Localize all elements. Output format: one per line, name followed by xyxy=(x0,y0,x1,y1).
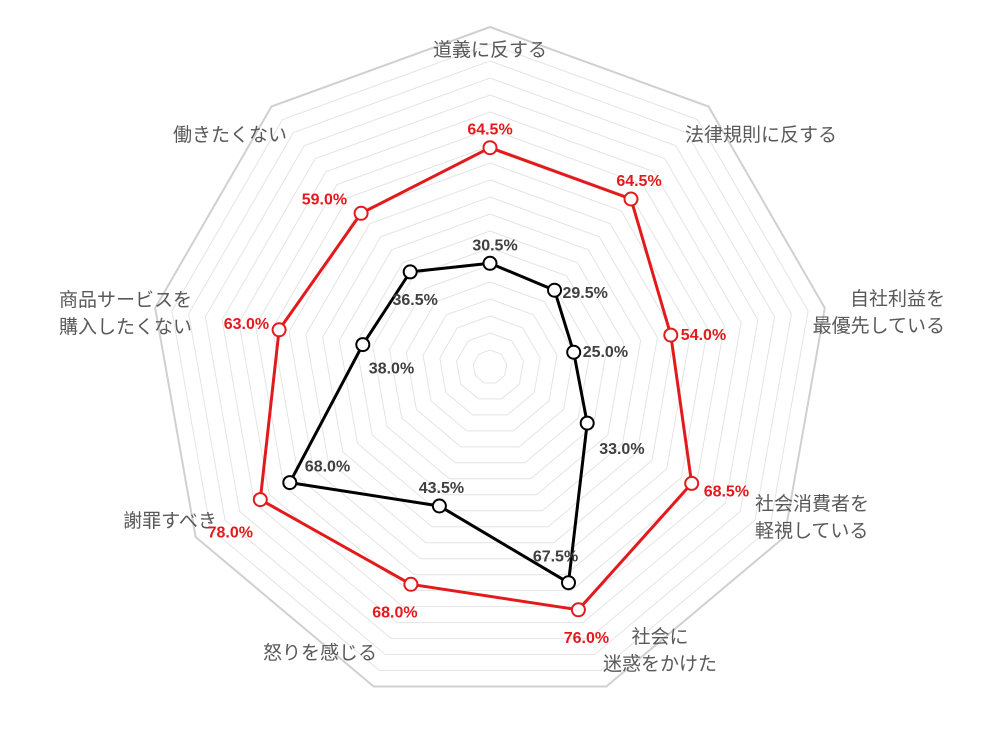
radar-grid xyxy=(154,25,826,688)
axis-label: 自社利益を最優先している xyxy=(813,288,945,337)
axis-label: 道義に反する xyxy=(433,39,547,61)
axis-label: 商品サービスを購入したくない xyxy=(59,289,192,338)
data-point xyxy=(623,191,639,207)
data-label: 30.5% xyxy=(472,237,517,254)
data-point xyxy=(355,337,371,353)
data-label: 33.0% xyxy=(599,441,644,458)
grid-ring xyxy=(439,315,541,416)
grid-ring xyxy=(422,298,558,432)
grid-ring xyxy=(388,264,592,464)
grid-ring xyxy=(238,111,742,608)
grid-ring xyxy=(472,349,508,384)
grid-ring xyxy=(405,281,575,448)
axis-label: 怒りを感じる xyxy=(263,642,377,664)
data-label: 78.0% xyxy=(208,525,253,542)
axis-label: 働きたくない xyxy=(173,124,287,146)
axis-label: 社会消費者を軽視している xyxy=(755,493,869,542)
data-point xyxy=(482,255,498,271)
data-point xyxy=(482,140,498,156)
grid-ring xyxy=(455,332,525,400)
axis-label: 謝罪すべき xyxy=(123,510,217,532)
data-label: 68.5% xyxy=(704,483,749,500)
grid-ring xyxy=(322,196,658,528)
data-point xyxy=(282,475,298,491)
data-point xyxy=(579,415,595,431)
series-layer xyxy=(252,140,700,618)
grid-ring xyxy=(372,247,608,480)
data-point xyxy=(402,264,418,280)
data-label: 64.5% xyxy=(616,173,661,190)
grid-ring xyxy=(305,179,675,544)
data-point xyxy=(566,344,582,360)
data-point xyxy=(431,498,447,514)
data-label: 38.0% xyxy=(369,361,414,378)
grid-ring xyxy=(154,25,826,688)
data-point xyxy=(684,475,700,491)
axis-label: 社会に迷惑をかけた xyxy=(603,626,717,675)
data-point xyxy=(353,205,369,221)
grid-ring xyxy=(188,60,792,655)
axis-label: 法律規則に反する xyxy=(685,124,837,146)
grid-ring xyxy=(255,128,725,592)
data-label: 63.0% xyxy=(224,316,269,333)
grid-ring xyxy=(271,145,709,576)
data-label: 68.0% xyxy=(372,604,417,621)
axis-labels: 道義に反する法律規則に反する自社利益を最優先している社会消費者を軽視している社会… xyxy=(59,39,945,675)
data-point xyxy=(570,602,586,618)
series-line xyxy=(288,261,589,585)
grid-ring xyxy=(204,77,776,640)
data-label: 43.5% xyxy=(419,480,464,497)
grid-ring xyxy=(338,213,642,512)
data-point xyxy=(252,492,268,508)
data-label: 64.5% xyxy=(467,122,512,139)
value-labels: 64.5% 64.5% 54.0% 68.5% 76.0% 68.0% 78.0% 63.0%… xyxy=(208,122,749,647)
data-label: 67.5% xyxy=(533,549,578,566)
data-point xyxy=(403,576,419,592)
data-label: 36.5% xyxy=(393,292,438,309)
grid-ring xyxy=(171,43,809,671)
data-label: 68.0% xyxy=(305,459,350,476)
data-point xyxy=(271,322,287,338)
data-point xyxy=(547,282,562,298)
data-point xyxy=(561,575,576,591)
data-label: 29.5% xyxy=(563,285,608,302)
data-label: 59.0% xyxy=(302,191,347,208)
grid-ring xyxy=(355,230,625,496)
grid-ring xyxy=(221,94,759,624)
data-label: 76.0% xyxy=(564,630,609,647)
data-point xyxy=(663,327,679,343)
series-line xyxy=(258,146,694,612)
data-label: 25.0% xyxy=(583,344,628,361)
grid-ring xyxy=(288,162,692,560)
data-label: 54.0% xyxy=(681,327,726,344)
